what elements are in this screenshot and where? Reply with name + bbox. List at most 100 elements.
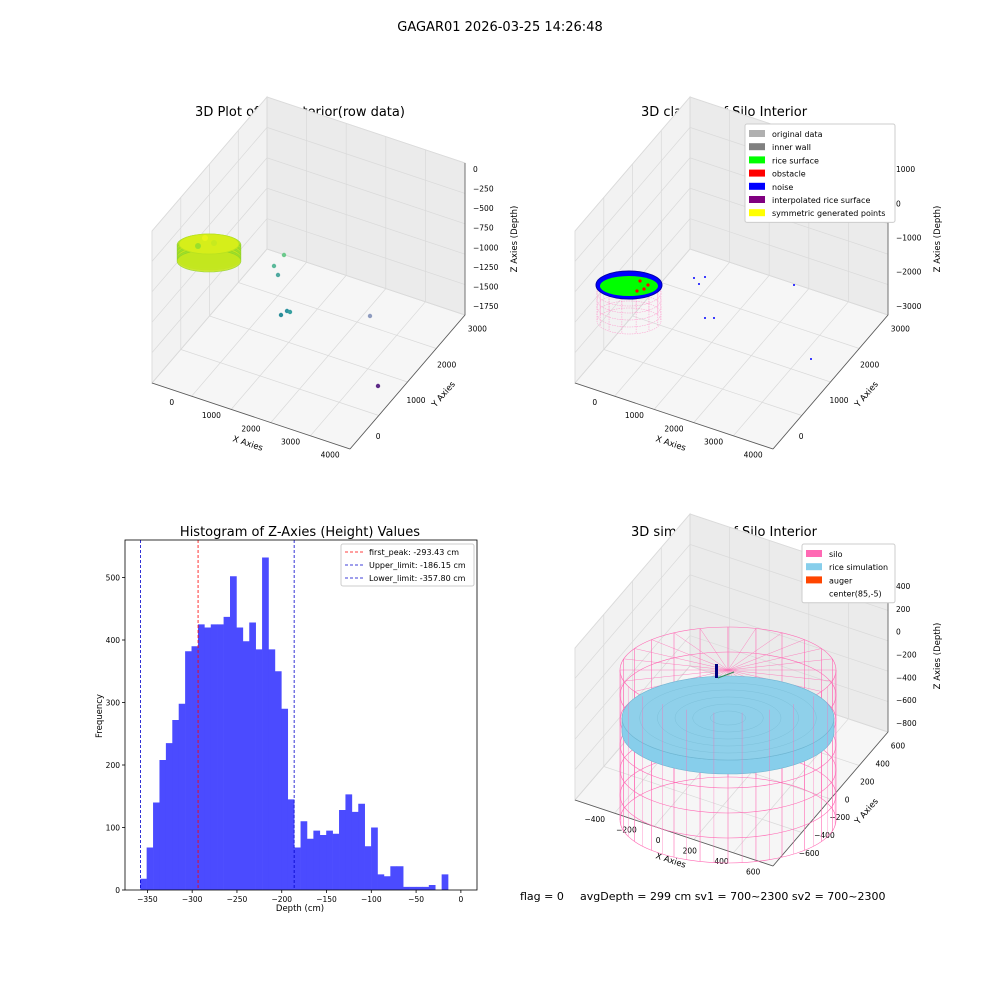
p2-noise-point bbox=[693, 277, 695, 279]
p1-x-tick-label: 1000 bbox=[202, 411, 221, 420]
p4-rice-top bbox=[621, 675, 835, 761]
p4-x-tick-label: −200 bbox=[616, 825, 637, 834]
p2-noise-point bbox=[810, 358, 812, 360]
p4-legend-swatch bbox=[806, 550, 822, 557]
p4-rice-mesh bbox=[710, 710, 746, 726]
histogram-bar bbox=[300, 821, 308, 890]
histogram-bar bbox=[409, 886, 417, 890]
histogram-bar bbox=[274, 671, 282, 890]
p1-y-tick-label: 3000 bbox=[468, 325, 487, 334]
histogram-bar bbox=[306, 838, 314, 890]
histogram-bar bbox=[146, 847, 154, 890]
p2-legend-label: rice surface bbox=[772, 156, 819, 165]
p1-z-tick-label: −1750 bbox=[473, 302, 499, 311]
p4-legend-label: auger bbox=[829, 576, 853, 585]
p2-y-tick-label: 1000 bbox=[829, 396, 848, 405]
p4-y-tick-label: −200 bbox=[829, 813, 850, 822]
p2-obstacle-point bbox=[635, 289, 639, 293]
p1-y-axis bbox=[349, 314, 466, 450]
histogram-x-tick-label: −50 bbox=[408, 895, 424, 904]
p1-grid-z bbox=[151, 218, 466, 353]
p1-z-tick-label: −250 bbox=[473, 185, 494, 194]
histogram-xlabel: Depth (cm) bbox=[276, 904, 324, 914]
p4-legend-label: rice simulation bbox=[829, 563, 888, 572]
histogram-x-tick-label: −100 bbox=[361, 895, 382, 904]
p1-grid-z bbox=[151, 126, 466, 262]
histogram-bar bbox=[223, 616, 231, 890]
histogram-bar bbox=[230, 576, 237, 890]
histogram-bar bbox=[415, 886, 423, 890]
p2-legend-swatch bbox=[749, 196, 765, 203]
p1-z-tick-label: −1250 bbox=[473, 263, 499, 272]
p4-y-axis bbox=[772, 731, 889, 867]
p4-ylabel: Y Axies bbox=[853, 796, 882, 827]
histogram-legend-label: Lower_limit: -357.80 cm bbox=[369, 574, 466, 583]
histogram-bar bbox=[428, 885, 436, 890]
p4-legend-swatch bbox=[806, 576, 822, 584]
p1-z-tick-label: −1000 bbox=[473, 243, 499, 252]
p4-zlabel: Z Axies (Depth) bbox=[933, 623, 943, 690]
histogram-bar bbox=[441, 874, 449, 890]
p2-y-tick-label: 0 bbox=[799, 432, 804, 441]
histogram-y-tick-label: 100 bbox=[106, 824, 121, 833]
p1-outlier-point bbox=[271, 263, 277, 269]
histogram-bar bbox=[204, 627, 212, 890]
p2-z-tick-label: −3000 bbox=[896, 302, 922, 311]
rawdata-3d-plot: 3D Plot of Silo Interior(row data) 01000… bbox=[151, 95, 520, 460]
histogram-bar bbox=[383, 876, 391, 890]
p4-x-tick-label: −400 bbox=[584, 815, 605, 824]
p4-y-tick-label: 400 bbox=[875, 760, 890, 769]
p4-silo-roof-line bbox=[727, 639, 805, 671]
p4-grid-z bbox=[574, 635, 889, 770]
p1-x-tick-label: 0 bbox=[169, 398, 174, 407]
histogram-y-tick-label: 500 bbox=[106, 574, 121, 583]
p2-rice-surface bbox=[600, 276, 658, 296]
p4-z-tick-label: −600 bbox=[896, 696, 917, 705]
histogram-bar bbox=[287, 799, 295, 890]
simulation-3d-plot: 3D simulation of Silo Interior −400−2000… bbox=[574, 512, 943, 877]
stats-text: avgDepth = 299 cm sv1 = 700~2300 sv2 = 7… bbox=[580, 890, 886, 903]
p2-obstacle-point bbox=[646, 283, 650, 287]
p1-x-tick-label: 3000 bbox=[281, 438, 300, 447]
flag-text: flag = 0 bbox=[520, 890, 564, 903]
p4-z-tick-label: −400 bbox=[896, 673, 917, 682]
histogram-bar bbox=[313, 830, 321, 890]
p2-legend-swatch bbox=[749, 156, 765, 164]
p4-legend-label: silo bbox=[829, 550, 843, 559]
classify-3d-plot: 3D classify of Silo Interior 01000200030… bbox=[574, 95, 943, 460]
p2-legend-swatch bbox=[749, 143, 765, 151]
histogram-bar bbox=[332, 833, 340, 890]
p1-x-tick-label: 4000 bbox=[321, 451, 340, 460]
p2-legend-swatch bbox=[749, 182, 765, 190]
histogram-bar bbox=[210, 624, 218, 890]
p2-z-tick-label: −1000 bbox=[896, 233, 922, 242]
p2-y-tick-label: 2000 bbox=[860, 360, 879, 369]
p2-x-tick-label: 4000 bbox=[744, 451, 763, 460]
p2-x-tick-label: 2000 bbox=[664, 424, 683, 433]
p1-y-tick-label: 2000 bbox=[437, 360, 456, 369]
p1-y-tick-label: 1000 bbox=[406, 396, 425, 405]
p4-silo-roof-line bbox=[727, 658, 833, 671]
depth-histogram: Histogram of Z-Axies (Height) Values Dep… bbox=[95, 525, 478, 914]
p1-zlabel: Z Axies (Depth) bbox=[510, 206, 520, 273]
histogram-bar bbox=[153, 802, 160, 890]
p2-z-tick-label: 0 bbox=[896, 199, 901, 208]
histogram-bar bbox=[358, 803, 365, 890]
histogram-legend-label: first_peak: -293.43 cm bbox=[369, 548, 459, 557]
p2-y-tick-label: 3000 bbox=[891, 325, 910, 334]
histogram-bar bbox=[140, 878, 147, 890]
histogram-bar bbox=[268, 649, 276, 890]
histogram-bar bbox=[281, 708, 289, 890]
p1-grid-z bbox=[151, 187, 466, 323]
histogram-x-tick-label: −200 bbox=[271, 895, 292, 904]
p4-grid-z bbox=[574, 574, 889, 710]
p1-x-axis bbox=[151, 382, 351, 450]
histogram-x-tick-label: −250 bbox=[227, 895, 248, 904]
p2-noise-point bbox=[713, 317, 715, 319]
p2-x-tick-label: 0 bbox=[592, 398, 597, 407]
p1-rawdata-point bbox=[202, 235, 208, 241]
p2-noise-point bbox=[698, 283, 700, 285]
histogram-bar bbox=[345, 794, 353, 890]
histogram-bar bbox=[236, 627, 244, 890]
p4-silo-roof-line bbox=[623, 669, 729, 682]
